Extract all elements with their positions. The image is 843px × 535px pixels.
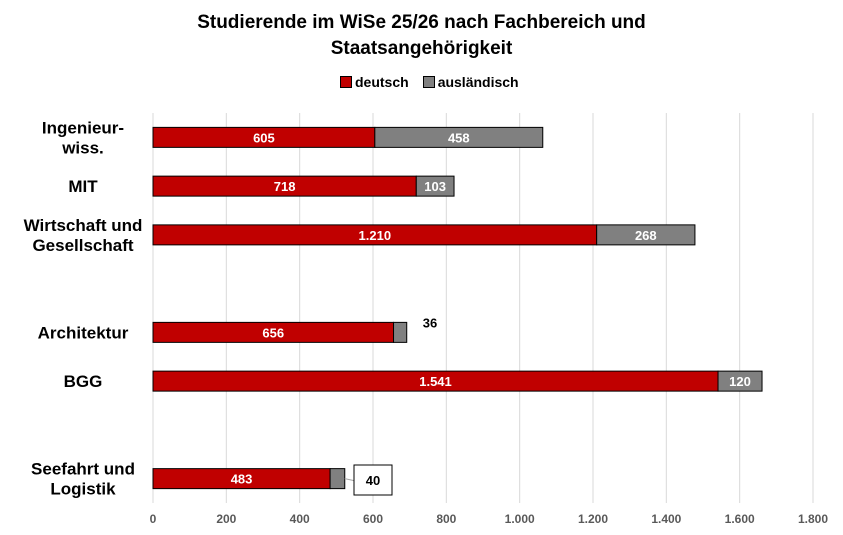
category-label: MIT xyxy=(68,177,98,196)
data-label: 268 xyxy=(635,228,657,243)
data-label: 458 xyxy=(448,130,470,145)
x-tick-label: 1.200 xyxy=(578,512,608,526)
legend-item-deutsch: deutsch xyxy=(340,74,409,90)
data-label: 1.541 xyxy=(419,374,452,389)
title-line-2: Staatsangehörigkeit xyxy=(330,38,513,59)
category-label: Gesellschaft xyxy=(32,236,133,255)
x-tick-label: 200 xyxy=(216,512,236,526)
data-label: 103 xyxy=(424,179,446,194)
data-label: 40 xyxy=(366,473,380,488)
data-label: 36 xyxy=(423,315,437,330)
x-tick-label: 1.600 xyxy=(725,512,755,526)
x-tick-label: 0 xyxy=(150,512,157,526)
x-tick-label: 1.000 xyxy=(505,512,535,526)
category-label: Ingenieur- xyxy=(42,118,124,137)
bar-ausländisch xyxy=(596,224,696,246)
x-tick-label: 400 xyxy=(290,512,310,526)
bar-ausländisch xyxy=(717,370,763,392)
x-tick-label: 1.400 xyxy=(651,512,681,526)
label-leader-line xyxy=(344,478,355,482)
title-line-1: Studierende im WiSe 25/26 nach Fachberei… xyxy=(197,12,646,33)
data-label: 718 xyxy=(274,179,296,194)
bar-ausländisch xyxy=(329,468,346,490)
data-label: 1.210 xyxy=(359,228,392,243)
x-tick-label: 600 xyxy=(363,512,383,526)
category-label: Seefahrt und xyxy=(31,460,135,479)
bar-ausländisch xyxy=(374,126,544,148)
legend-label: ausländisch xyxy=(437,74,519,90)
category-label: BGG xyxy=(64,372,103,391)
chart-title: Studierende im WiSe 25/26 nach Fachberei… xyxy=(0,10,843,62)
data-label: 656 xyxy=(262,325,284,340)
legend: deutsch ausländisch xyxy=(340,74,519,90)
category-label: Wirtschaft und xyxy=(24,216,143,235)
x-tick-label: 800 xyxy=(436,512,456,526)
x-tick-label: 1.800 xyxy=(798,512,828,526)
bar-ausländisch xyxy=(415,175,455,197)
category-label: Logistik xyxy=(50,480,116,499)
data-label: 483 xyxy=(231,472,253,487)
legend-item-auslaendisch: ausländisch xyxy=(422,74,519,90)
data-label: 120 xyxy=(729,374,751,389)
bar-ausländisch xyxy=(393,321,408,343)
legend-label: deutsch xyxy=(355,74,409,90)
data-label: 605 xyxy=(253,130,275,145)
category-label: Architektur xyxy=(38,323,129,342)
data-label-box xyxy=(353,464,393,496)
category-label: wiss. xyxy=(61,138,104,157)
